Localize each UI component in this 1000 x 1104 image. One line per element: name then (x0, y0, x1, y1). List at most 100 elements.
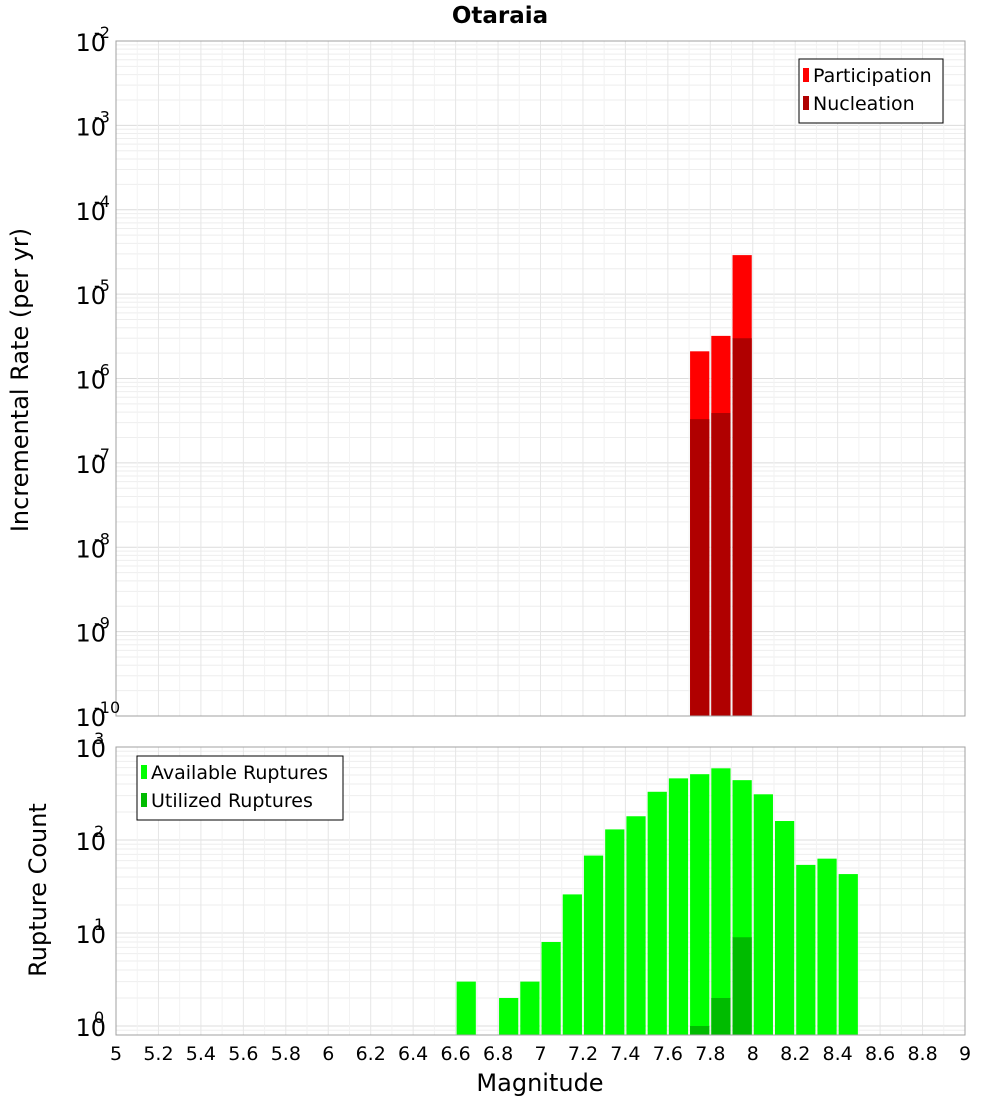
available-ruptures-bar (499, 997, 519, 1035)
bottom-y-tick-exponent: 2 (94, 822, 104, 841)
x-tick-label: 9 (959, 1043, 971, 1065)
top-y-tick-exponent: -3 (94, 107, 110, 126)
top-y-tick-label: 10-8 (75, 529, 110, 563)
available-ruptures-bar (562, 894, 582, 1035)
legend-label-available-ruptures: Available Ruptures (151, 762, 328, 784)
available-ruptures-bar (668, 778, 689, 1035)
legend-item-available-ruptures: Available Ruptures (141, 762, 328, 784)
x-tick-label: 7.6 (653, 1043, 683, 1065)
top-y-tick-label: 10-2 (75, 23, 110, 57)
top-y-tick-base: 10 (75, 704, 106, 732)
bottom-y-tick-label: 103 (75, 729, 106, 763)
available-ruptures-bar (456, 981, 476, 1035)
top-y-tick-base: 10 (75, 367, 106, 395)
x-tick-label: 8 (747, 1043, 759, 1065)
top-bars (690, 255, 752, 716)
top-gridlines (115, 40, 966, 717)
utilized-ruptures-bar (732, 937, 752, 1035)
bottom-legend-box (136, 755, 344, 821)
legend-swatch-available-ruptures (141, 765, 147, 779)
x-tick-label: 7.2 (568, 1043, 598, 1065)
available-ruptures-bar (520, 981, 540, 1035)
x-tick-label: 5.6 (228, 1043, 258, 1065)
bottom-legend: Available Ruptures Utilized Ruptures (136, 755, 344, 821)
bottom-y-tick-exponent: 3 (94, 729, 104, 748)
x-tick-label: 6.8 (483, 1043, 513, 1065)
top-y-tick-label: 10-10 (75, 698, 120, 732)
available-ruptures-bar (774, 821, 795, 1035)
available-ruptures-bar (626, 816, 646, 1035)
bottom-y-tick-base: 10 (75, 828, 106, 856)
x-tick-label: 5.8 (271, 1043, 301, 1065)
top-y-tick-base: 10 (75, 198, 106, 226)
available-ruptures-bar (753, 794, 773, 1035)
x-tick-label: 6.4 (398, 1043, 428, 1065)
legend-item-nucleation: Nucleation (803, 93, 915, 115)
x-tick-label: 6 (322, 1043, 334, 1065)
top-y-tick-exponent: -10 (94, 698, 120, 717)
top-y-tick-base: 10 (75, 282, 106, 310)
bottom-y-axis-label: Rupture Count (24, 803, 52, 977)
available-ruptures-bar (605, 829, 625, 1035)
nucleation-bar (690, 419, 710, 716)
top-y-tick-exponent: -5 (94, 276, 110, 295)
nucleation-bar (732, 338, 752, 716)
x-tick-label: 6.2 (356, 1043, 386, 1065)
top-y-axis-label: Incremental Rate (per yr) (6, 228, 34, 532)
top-y-tick-exponent: -9 (94, 614, 110, 633)
top-plot: 10-1010-910-810-710-610-510-410-310-2Par… (75, 23, 966, 732)
x-tick-label: 7.4 (610, 1043, 640, 1065)
top-y-tick-exponent: -6 (94, 361, 110, 380)
top-y-tick-label: 10-7 (75, 445, 110, 479)
x-tick-label: 7.8 (695, 1043, 725, 1065)
bottom-x-ticks: 5 5.2 5.4 5.6 5.8 6 6.2 6.4 6.6 6.8 7 7.2 7.4 7.6 7.8 8… (110, 1043, 971, 1065)
legend-swatch-nucleation (803, 96, 809, 110)
top-y-tick-label: 10-5 (75, 276, 110, 310)
bottom-y-tick-base: 10 (75, 1014, 106, 1042)
top-y-tick-exponent: -2 (94, 23, 110, 42)
x-tick-label: 8.4 (823, 1043, 853, 1065)
bottom-y-tick-label: 102 (75, 822, 106, 856)
legend-swatch-participation (803, 68, 809, 82)
bottom-y-tick-label: 100 (75, 1008, 106, 1042)
nucleation-bar (711, 413, 731, 716)
x-tick-label: 8.2 (780, 1043, 810, 1065)
available-ruptures-bar (711, 768, 731, 1035)
utilized-ruptures-bar (711, 997, 731, 1035)
top-plot-frame (115, 40, 966, 717)
top-legend-box (798, 58, 944, 124)
top-y-tick-exponent: -8 (94, 529, 110, 548)
x-tick-label: 7 (534, 1043, 546, 1065)
bottom-bars (456, 768, 858, 1035)
available-ruptures-bar (796, 864, 816, 1035)
available-ruptures-bar (817, 858, 837, 1035)
available-ruptures-bar (838, 874, 858, 1035)
chart-title: Otaraia (452, 3, 548, 29)
x-tick-label: 8.8 (907, 1043, 937, 1065)
top-legend: Participation Nucleation (798, 58, 944, 124)
top-y-tick-base: 10 (75, 535, 106, 563)
x-tick-label: 5.4 (186, 1043, 216, 1065)
legend-swatch-utilized-ruptures (141, 793, 147, 807)
legend-label-nucleation: Nucleation (813, 93, 915, 115)
utilized-ruptures-bar (690, 1025, 710, 1035)
available-ruptures-bar (583, 855, 604, 1035)
top-y-tick-base: 10 (75, 29, 106, 57)
top-y-tick-base: 10 (75, 620, 106, 648)
bottom-y-tick-label: 101 (75, 915, 106, 949)
available-ruptures-bar (690, 774, 710, 1035)
x-tick-label: 5.2 (143, 1043, 173, 1065)
top-y-tick-exponent: -4 (94, 192, 110, 211)
top-y-tick-label: 10-4 (75, 192, 110, 226)
bottom-y-tick-base: 10 (75, 921, 106, 949)
top-y-tick-label: 10-3 (75, 107, 110, 141)
bottom-y-tick-exponent: 0 (94, 1008, 104, 1027)
legend-item-participation: Participation (803, 65, 932, 87)
bottom-y-tick-base: 10 (75, 735, 106, 763)
legend-item-utilized-ruptures: Utilized Ruptures (141, 790, 313, 812)
